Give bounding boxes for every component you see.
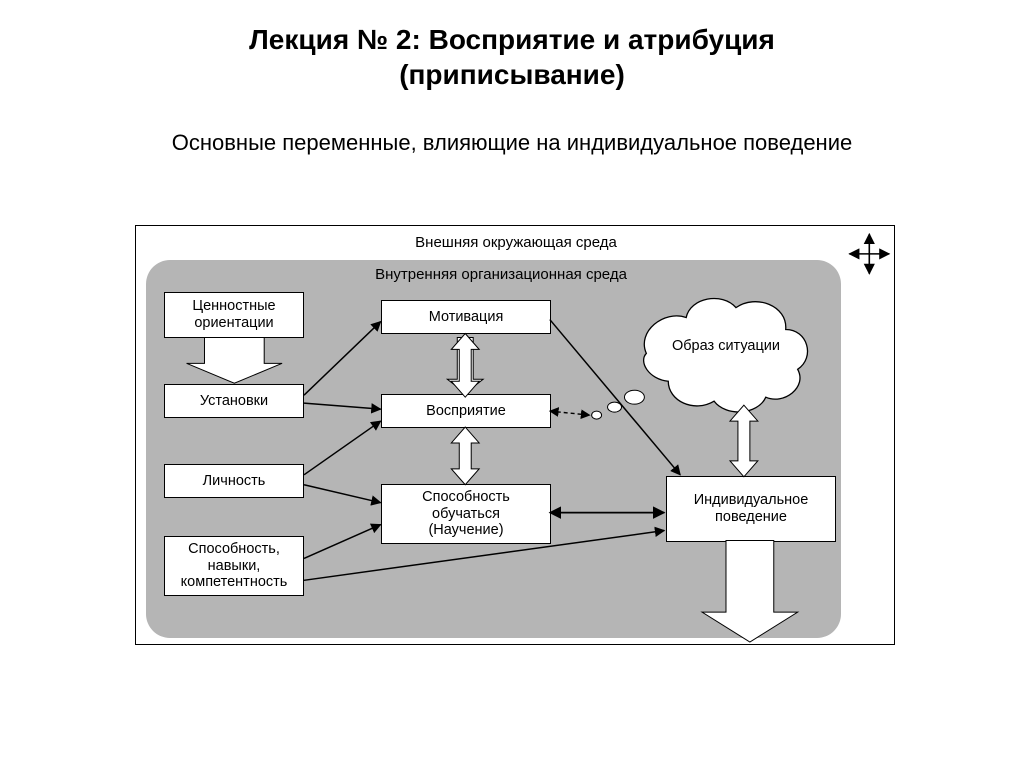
node-learning: Способностьобучаться(Научение) bbox=[381, 484, 551, 544]
node-perception: Восприятие bbox=[381, 394, 551, 428]
node-motivation-label: Мотивация bbox=[429, 309, 504, 326]
node-motivation: Мотивация bbox=[381, 300, 551, 334]
inner-env-label: Внутренняя организационная среда bbox=[361, 266, 641, 283]
node-values: Ценностныеориентации bbox=[164, 292, 304, 338]
node-values-label: Ценностныеориентации bbox=[192, 298, 275, 331]
compass-arrows-icon bbox=[849, 234, 889, 274]
node-behavior-label: Индивидуальноеповедение bbox=[694, 492, 809, 525]
title-line-2: (приписывание) bbox=[399, 59, 625, 90]
diagram: Внешняя окружающая среда Внутренняя орга… bbox=[135, 225, 895, 645]
title-line-1: Лекция № 2: Восприятие и атрибуция bbox=[249, 24, 775, 55]
node-personality-label: Личность bbox=[203, 473, 266, 490]
node-situation-label: Образ ситуации bbox=[656, 338, 796, 354]
node-ability: Способность,навыки,компетентность bbox=[164, 536, 304, 596]
node-personality: Личность bbox=[164, 464, 304, 498]
node-perception-label: Восприятие bbox=[426, 403, 506, 420]
node-learning-label: Способностьобучаться(Научение) bbox=[422, 489, 510, 539]
outer-env-label: Внешняя окружающая среда bbox=[396, 234, 636, 251]
page-title: Лекция № 2: Восприятие и атрибуция (прип… bbox=[0, 0, 1024, 92]
node-ability-label: Способность,навыки,компетентность bbox=[181, 541, 288, 591]
node-attitudes-label: Установки bbox=[200, 393, 268, 410]
node-attitudes: Установки bbox=[164, 384, 304, 418]
subtitle: Основные переменные, влияющие на индивид… bbox=[0, 92, 1024, 156]
node-behavior: Индивидуальноеповедение bbox=[666, 476, 836, 542]
